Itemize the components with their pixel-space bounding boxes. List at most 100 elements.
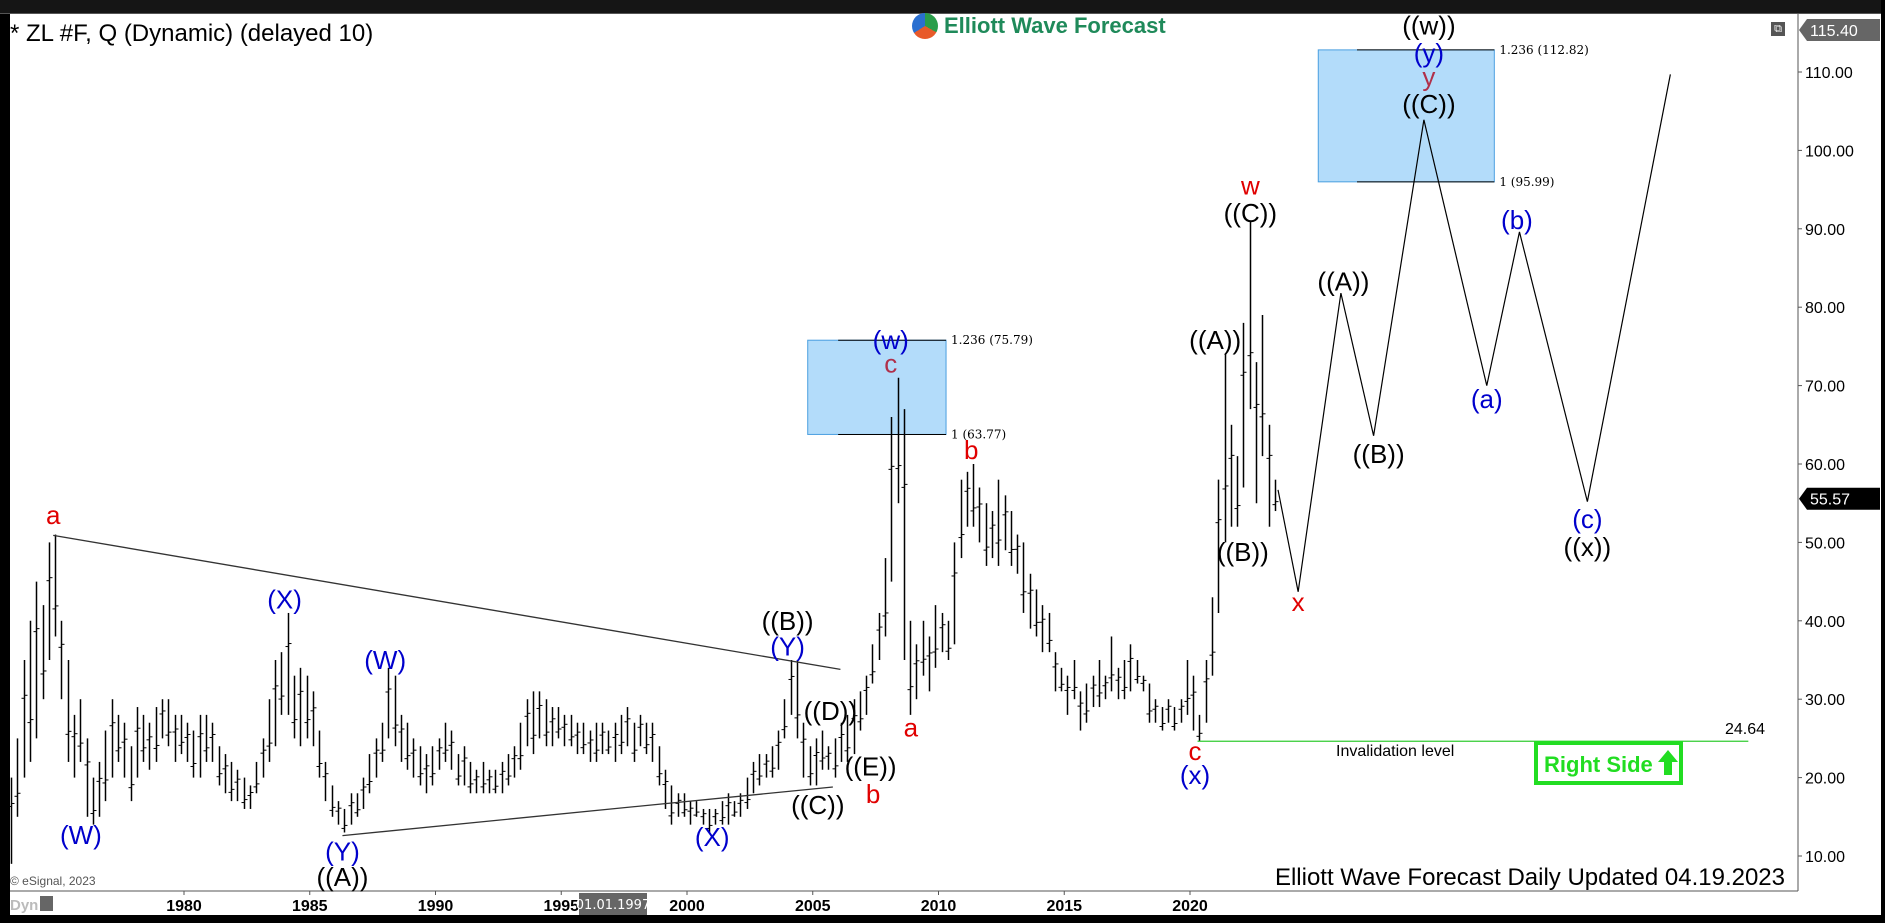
price-bar	[574, 722, 581, 755]
wave-label: w	[1240, 171, 1260, 201]
price-bar	[159, 699, 166, 739]
price-bar	[807, 746, 814, 786]
wave-label: a	[904, 712, 919, 742]
price-bar	[945, 620, 952, 660]
right-frame	[1881, 0, 1885, 923]
price-bar	[643, 722, 650, 755]
price-bar	[580, 722, 587, 755]
price-bar	[750, 761, 757, 794]
wave-label: ((A))	[1317, 266, 1369, 296]
price-bar	[1077, 691, 1084, 731]
price-bar	[549, 707, 556, 747]
price-bar	[530, 691, 537, 755]
price-bar	[612, 722, 619, 762]
price-bar	[926, 636, 933, 692]
price-bar	[14, 738, 21, 817]
date-cursor-label: 01.01.1997	[576, 898, 650, 913]
price-bar	[744, 777, 751, 809]
price-bar	[423, 754, 430, 794]
price-bar	[825, 746, 832, 770]
price-bar	[907, 620, 914, 715]
price-bar	[1196, 714, 1203, 742]
last-price-tag-bg	[1799, 487, 1880, 510]
price-bar	[1102, 675, 1109, 700]
wave-label: (a)	[1471, 384, 1503, 414]
price-bar	[838, 722, 845, 762]
fib-target-box	[807, 339, 947, 435]
price-bar	[517, 722, 524, 770]
x-tick-label: 2010	[921, 898, 957, 915]
price-bar	[247, 785, 254, 809]
price-bar	[184, 722, 191, 762]
price-bar	[335, 801, 342, 825]
price-bar	[1266, 424, 1273, 527]
price-bar	[1228, 424, 1235, 527]
price-bar	[197, 714, 204, 778]
date-cursor-box	[579, 893, 647, 915]
price-bar	[895, 377, 902, 504]
price-bar	[366, 754, 373, 794]
price-bar	[480, 761, 487, 794]
y-tick-label: 80.00	[1805, 300, 1845, 317]
wave-label: ((B))	[1353, 439, 1405, 469]
price-bar	[322, 761, 329, 802]
price-bar	[593, 722, 600, 762]
price-bar	[731, 801, 738, 817]
price-bar	[832, 738, 839, 778]
price-bar	[65, 660, 72, 762]
price-bar	[543, 699, 550, 747]
brand-logo: Elliott Wave Forecast	[912, 13, 1166, 39]
wave-label: ((B))	[762, 606, 814, 636]
price-bar	[467, 761, 474, 794]
price-bar	[486, 769, 493, 794]
price-bar	[172, 714, 179, 762]
dyn-label: Dyn	[10, 897, 38, 914]
price-bar	[109, 699, 116, 778]
price-bar	[392, 675, 399, 747]
price-bar	[637, 714, 644, 747]
price-bar	[920, 620, 927, 676]
bottom-frame	[0, 916, 1885, 923]
price-bar	[800, 722, 807, 778]
right-side-badge: Right Side	[1534, 741, 1683, 785]
price-bar	[1272, 479, 1279, 512]
price-bar	[964, 471, 971, 527]
price-bar	[819, 730, 826, 770]
price-bar	[618, 714, 625, 755]
price-bar	[687, 801, 694, 825]
wave-label: b	[866, 779, 880, 809]
price-bar	[429, 746, 436, 786]
price-bar	[71, 714, 78, 778]
wave-label: (Y)	[325, 836, 360, 866]
x-tick-label: 1980	[166, 898, 202, 915]
wave-label: (X)	[267, 585, 302, 615]
price-bar	[536, 691, 543, 739]
restore-window-icon[interactable]: ⧉	[1771, 22, 1785, 36]
price-bar	[1008, 511, 1015, 566]
wave-label: ((C))	[1224, 198, 1277, 228]
y-tick-label: 90.00	[1805, 222, 1845, 239]
price-bar	[216, 746, 223, 786]
price-bar	[140, 714, 147, 762]
price-bar	[354, 793, 361, 817]
wave-label: ((C))	[791, 790, 844, 820]
price-bar	[115, 714, 122, 762]
wave-label: ((D))	[804, 696, 857, 726]
price-bar	[1052, 652, 1059, 692]
price-bar	[844, 714, 851, 762]
wave-label: (y)	[1414, 38, 1444, 68]
price-bar	[1071, 660, 1078, 700]
wave-label: c	[1189, 736, 1202, 766]
price-bar	[1014, 534, 1021, 574]
price-bar	[165, 699, 172, 747]
price-bar	[134, 707, 141, 778]
price-bar	[1215, 479, 1222, 613]
wave-label: ((w))	[1402, 11, 1455, 41]
price-bar	[1046, 612, 1053, 653]
price-bar	[1171, 707, 1178, 731]
fib-high-label: 1.236 (112.82)	[1499, 43, 1589, 57]
wave-label: x	[1292, 587, 1305, 617]
wave-label: (w)	[873, 325, 909, 355]
price-bar	[706, 808, 713, 833]
